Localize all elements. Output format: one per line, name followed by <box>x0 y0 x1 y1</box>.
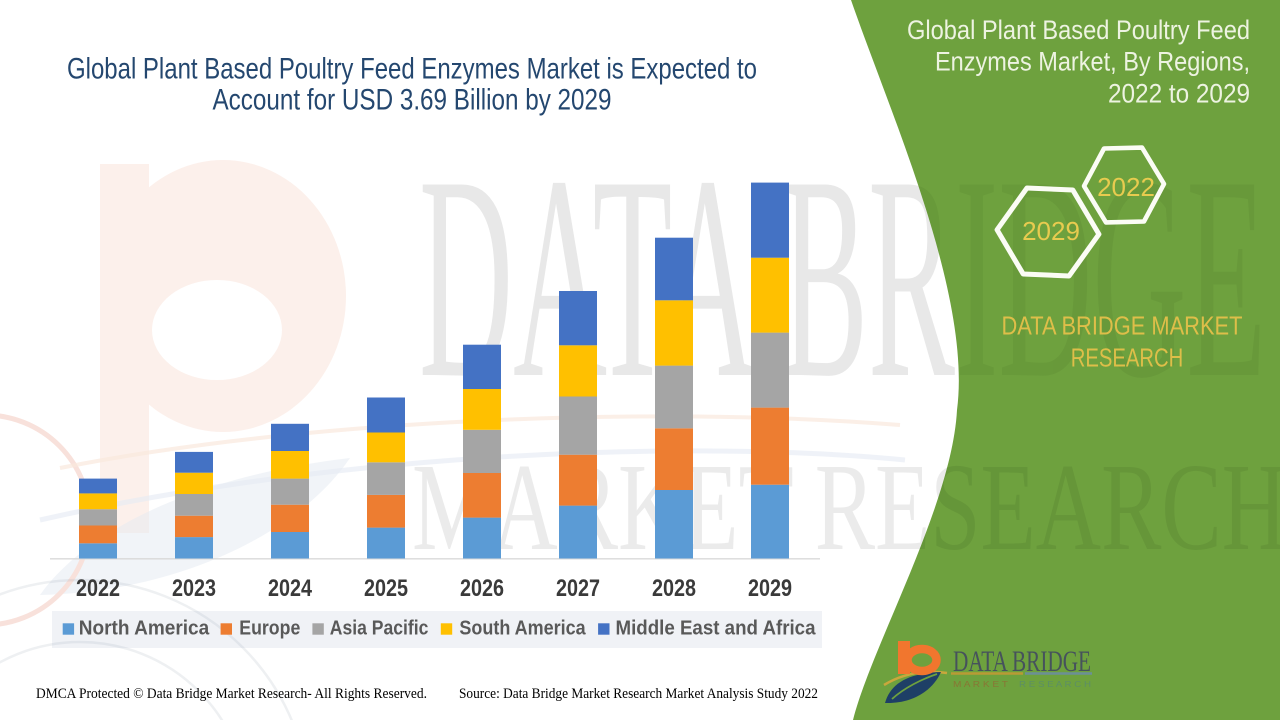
svg-text:Source: Data Bridge Market Res: Source: Data Bridge Market Research Mark… <box>459 686 818 702</box>
svg-text:Asia Pacific: Asia Pacific <box>330 618 429 640</box>
svg-text:DMCA Protected © Data Bridge M: DMCA Protected © Data Bridge Market Rese… <box>36 686 427 702</box>
svg-text:R E S E A R C H: R E S E A R C H <box>1019 680 1091 689</box>
svg-text:2022: 2022 <box>1097 172 1155 202</box>
svg-text:Europe: Europe <box>239 618 300 640</box>
svg-text:M A R K E T: M A R K E T <box>953 680 1008 689</box>
svg-text:2029: 2029 <box>748 575 792 602</box>
svg-text:2022 to 2029: 2022 to 2029 <box>1108 78 1250 108</box>
svg-text:DATA BRIDGE: DATA BRIDGE <box>953 645 1091 678</box>
svg-text:2026: 2026 <box>460 575 504 602</box>
svg-text:Global Plant Based Poultry Fee: Global Plant Based Poultry Feed <box>907 15 1250 45</box>
svg-text:2022: 2022 <box>76 575 120 602</box>
svg-text:RESEARCH: RESEARCH <box>1071 345 1184 373</box>
svg-text:2025: 2025 <box>364 575 408 602</box>
svg-text:2029: 2029 <box>1022 216 1080 246</box>
svg-text:Middle East and Africa: Middle East and Africa <box>616 618 817 640</box>
svg-text:2023: 2023 <box>172 575 216 602</box>
svg-text:North America: North America <box>79 618 210 640</box>
svg-text:Global Plant Based Poultry Fee: Global Plant Based Poultry Feed Enzymes … <box>67 52 757 85</box>
svg-text:DATA BRIDGE MARKET: DATA BRIDGE MARKET <box>1002 313 1243 341</box>
svg-text:Account for USD 3.69 Billion b: Account for USD 3.69 Billion by 2029 <box>213 84 612 117</box>
svg-text:Enzymes Market, By Regions,: Enzymes Market, By Regions, <box>935 47 1250 77</box>
svg-text:2024: 2024 <box>268 575 313 602</box>
svg-text:2027: 2027 <box>556 575 600 602</box>
svg-text:South America: South America <box>459 618 586 640</box>
svg-text:2028: 2028 <box>652 575 696 602</box>
